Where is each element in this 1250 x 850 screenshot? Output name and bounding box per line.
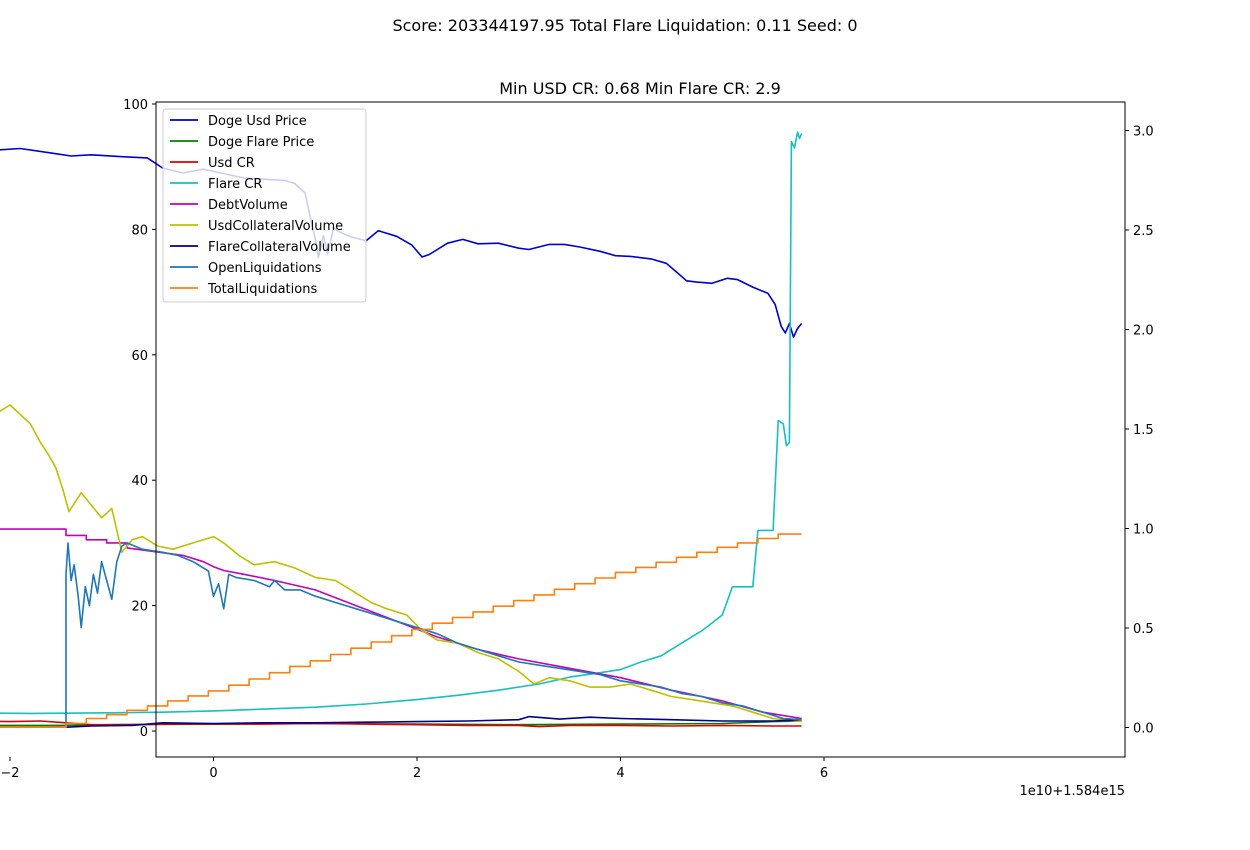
series-line-totalliquidations: [0, 533, 802, 728]
series-line-openliquidations: [0, 542, 802, 728]
x-tick-label: 2: [413, 766, 421, 781]
suptitle: Score: 203344197.95 Total Flare Liquidat…: [392, 16, 857, 35]
right-y-tick-label: 2.5: [1133, 224, 1154, 239]
right-y-tick-label: 3.0: [1133, 125, 1154, 140]
left-y-tick-label: 20: [131, 600, 148, 615]
legend-box: [162, 108, 367, 303]
legend-label: UsdCollateralVolume: [208, 219, 343, 234]
x-tick-label: −2: [0, 766, 19, 781]
legend: Doge Usd Price Doge Flare Price Usd CR Flar…: [162, 108, 367, 303]
x-tick-label: 4: [616, 766, 624, 781]
legend-label: DebtVolume: [208, 198, 288, 213]
x-axis-ticks: −2 0 2 4 6: [0, 757, 828, 781]
legend-label: Usd CR: [208, 156, 255, 171]
left-y-tick-label: 60: [131, 349, 148, 364]
right-y-tick-label: 1.0: [1133, 523, 1154, 538]
series-line-flarecollateralvolume: [0, 715, 802, 728]
left-y-tick-label: 40: [131, 474, 148, 489]
x-tick-label: 6: [820, 766, 828, 781]
left-y-tick-label: 0: [140, 725, 148, 740]
x-axis-offset-label: 1e10+1.584e15: [1020, 784, 1125, 799]
legend-label: Doge Flare Price: [208, 135, 314, 150]
left-y-axis-ticks: 0 20 40 60 80 100: [123, 98, 156, 740]
legend-label: TotalLiquidations: [207, 282, 317, 297]
series-line-usdcollateralvolume: [0, 404, 802, 723]
legend-label: OpenLiquidations: [208, 261, 322, 276]
left-y-tick-label: 100: [123, 98, 148, 113]
right-y-axis-ticks: 0.0 0.5 1.0 1.5 2.0 2.5 3.0: [1125, 125, 1154, 737]
legend-label: Flare CR: [208, 177, 262, 192]
right-y-tick-label: 2.0: [1133, 324, 1154, 339]
legend-label: FlareCollateralVolume: [208, 240, 351, 255]
right-y-tick-label: 0.0: [1133, 722, 1154, 737]
legend-label: Doge Usd Price: [208, 114, 307, 129]
series-line-usd-cr: [0, 720, 802, 728]
left-y-tick-label: 80: [131, 223, 148, 238]
axes-title: Min USD CR: 0.68 Min Flare CR: 2.9: [499, 79, 781, 98]
right-y-tick-label: 0.5: [1133, 622, 1154, 637]
series-line-flare-cr: [0, 131, 803, 715]
right-y-tick-label: 1.5: [1133, 423, 1154, 438]
x-tick-label: 0: [209, 766, 217, 781]
series-line-debtvolume: [0, 528, 802, 720]
